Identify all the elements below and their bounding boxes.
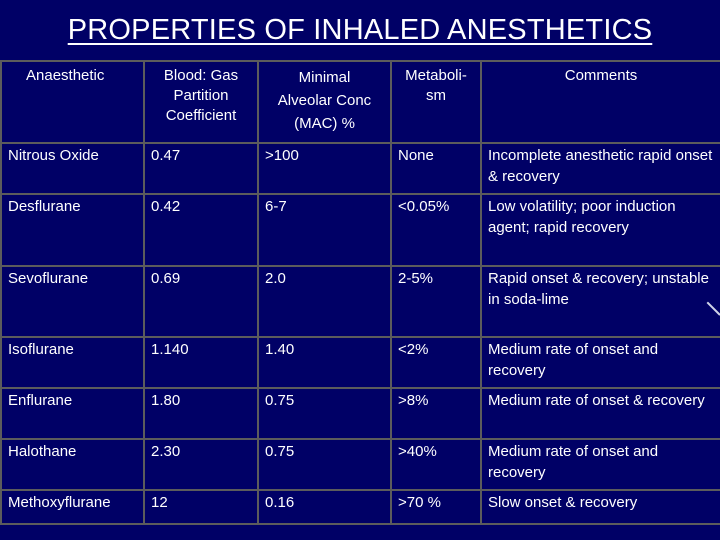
cell-mac: 0.75 [257,387,392,440]
table-row: Methoxyflurane 12 0.16 >70 % Slow onset … [0,489,720,525]
slide-title: PROPERTIES OF INHALED ANESTHETICS [67,14,653,46]
cell-name: Isoflurane [0,336,145,389]
cell-metabolism: >40% [390,438,482,491]
cell-partition: 12 [143,489,259,525]
cell-comments: Medium rate of onset and recovery [480,336,720,389]
anesthetics-table: Anaesthetic Blood: Gas Partition Coeffic… [0,60,720,525]
header-row: Anaesthetic Blood: Gas Partition Coeffic… [0,60,720,144]
cell-mac: 6-7 [257,193,392,267]
cell-name: Enflurane [0,387,145,440]
cell-metabolism: >8% [390,387,482,440]
cell-partition: 1.80 [143,387,259,440]
cell-comments: Medium rate of onset and recovery [480,438,720,491]
cell-mac: 2.0 [257,265,392,338]
cell-comments: Medium rate of onset & recovery [480,387,720,440]
cell-name: Methoxyflurane [0,489,145,525]
header-partition-line-2: Partition [173,87,229,104]
cell-partition: 0.47 [143,142,259,195]
table-row: Enflurane 1.80 0.75 >8% Medium rate of o… [0,387,720,440]
cell-comments: Slow onset & recovery [480,489,720,525]
cell-partition: 0.69 [143,265,259,338]
cell-metabolism: >70 % [390,489,482,525]
header-partition-line-3: Coefficient [165,107,237,124]
cell-metabolism: None [390,142,482,195]
header-metabolism-line-2: sm [426,87,446,104]
cell-metabolism: <2% [390,336,482,389]
header-mac-line-1: Minimal [298,69,351,86]
header-partition-line-1: Blood: Gas [163,67,239,84]
cell-mac: 1.40 [257,336,392,389]
header-anaesthetic: Anaesthetic [0,60,145,144]
cell-name: Desflurane [0,193,145,267]
table-row: Halothane 2.30 0.75 >40% Medium rate of … [0,438,720,491]
cell-partition: 2.30 [143,438,259,491]
cell-metabolism: 2-5% [390,265,482,338]
header-metabolism-line-1: Metaboli- [405,67,467,84]
cell-name: Halothane [0,438,145,491]
table-row: Nitrous Oxide 0.47 >100 None Incomplete … [0,142,720,195]
cell-metabolism: <0.05% [390,193,482,267]
header-mac-line-3: (MAC) % [294,115,355,132]
table-row: Sevoflurane 0.69 2.0 2-5% Rapid onset & … [0,265,720,338]
header-partition: Blood: Gas Partition Coefficient [143,60,259,144]
header-comments: Comments [480,60,720,144]
table-row: Desflurane 0.42 6-7 <0.05% Low volatilit… [0,193,720,267]
cell-name: Nitrous Oxide [0,142,145,195]
header-anaesthetic-label: Anaesthetic [26,67,105,84]
table-row: Isoflurane 1.140 1.40 <2% Medium rate of… [0,336,720,389]
cell-partition: 0.42 [143,193,259,267]
header-metabolism: Metaboli- sm [390,60,482,144]
cell-mac: 0.75 [257,438,392,491]
cell-partition: 1.140 [143,336,259,389]
header-mac-line-2: Alveolar Conc [277,92,372,109]
cell-name: Sevoflurane [0,265,145,338]
cell-mac: >100 [257,142,392,195]
header-mac: Minimal Alveolar Conc (MAC) % [257,60,392,144]
cell-comments: Low volatility; poor induction agent; ra… [480,193,720,267]
cell-comments: Rapid onset & recovery; unstable in soda… [480,265,720,338]
cell-comments: Incomplete anesthetic rapid onset & reco… [480,142,720,195]
cell-mac: 0.16 [257,489,392,525]
header-comments-label: Comments [564,67,638,84]
